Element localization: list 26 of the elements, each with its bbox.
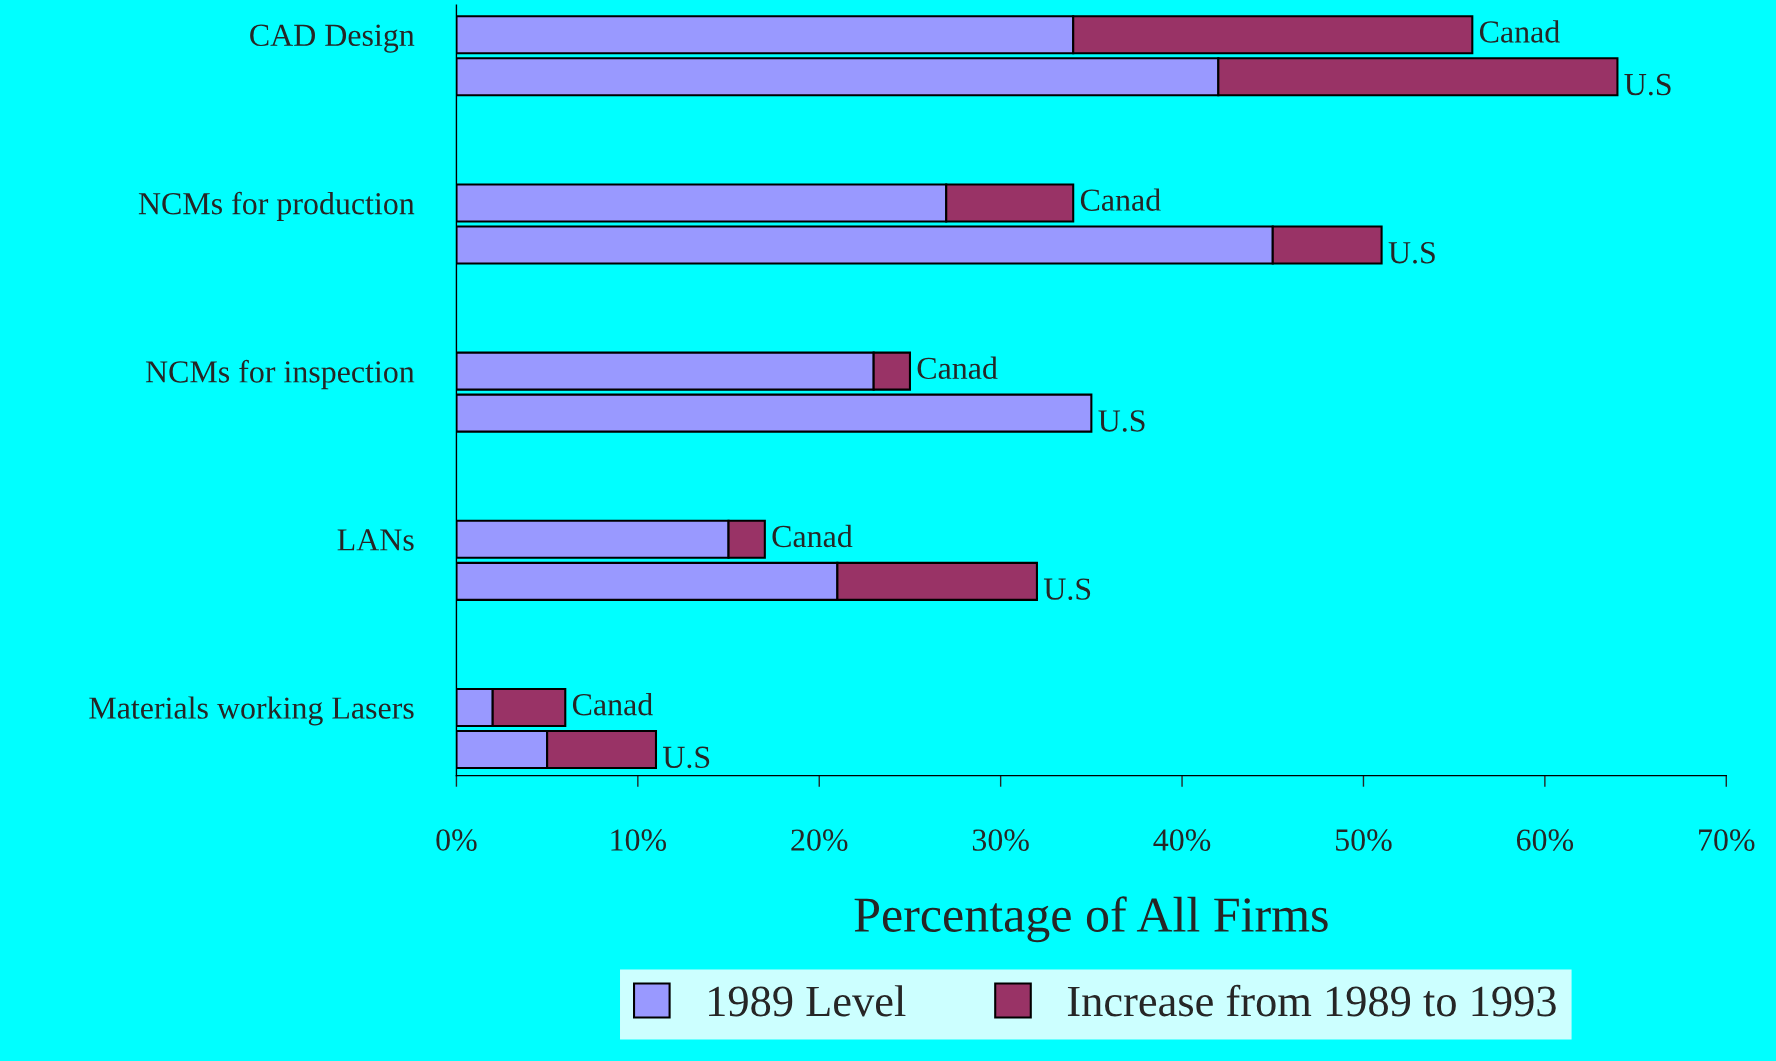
x-axis-title: Percentage of All Firms [854, 896, 1328, 943]
x-tick-label: 10% [611, 829, 667, 851]
annotation: Canad [1080, 188, 1161, 211]
y-tick-label: NCMs for production [138, 191, 415, 221]
annotation: U.S [1388, 242, 1435, 264]
annotation: U.S [1624, 73, 1671, 96]
y-tick-label: NCMs for inspection [145, 359, 415, 390]
legend-label: 1989 Level [709, 985, 906, 1017]
x-tick-label: 20% [791, 829, 848, 851]
y-tick-label: LANs [337, 529, 414, 551]
y-tick-label: CAD Design [250, 24, 415, 53]
x-tick-label: 70% [1699, 829, 1755, 851]
x-tick-label: 60% [1516, 829, 1574, 851]
annotation: Canad [917, 356, 998, 380]
legend-label: Increase from 1989 to 1993 [1067, 984, 1556, 1017]
x-tick-label: 0% [436, 829, 477, 851]
annotation: U.S [1098, 410, 1145, 432]
x-tick-label: 50% [1336, 829, 1392, 851]
annotation: U.S [1043, 578, 1091, 600]
x-tick-label: 30% [972, 829, 1029, 851]
y-tick-label: Materials working Lasers [89, 696, 414, 726]
annotation: Canad [572, 692, 653, 716]
annotation: Canad [1479, 20, 1560, 43]
annotation: Canad [772, 524, 853, 548]
annotation: U.S [663, 746, 710, 769]
x-tick-label: 40% [1153, 829, 1211, 851]
